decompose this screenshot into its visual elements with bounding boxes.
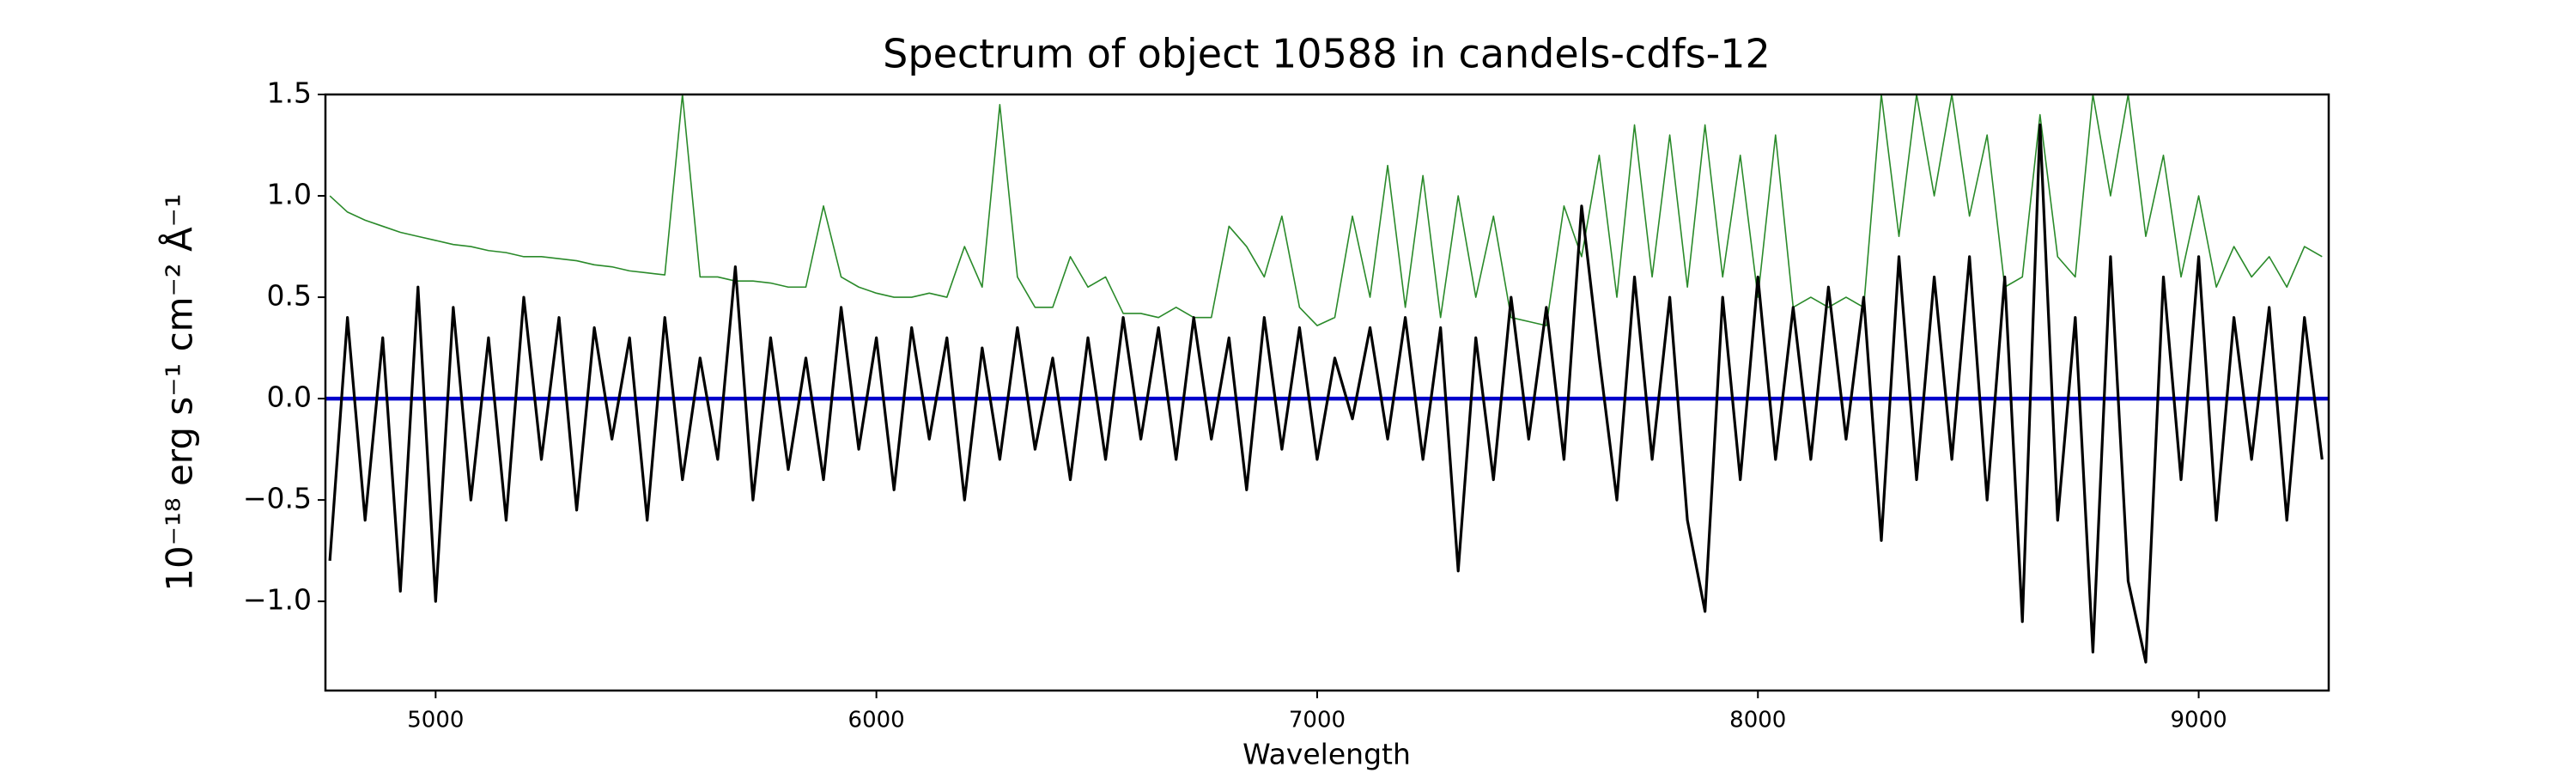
plot-frame [324,93,2330,692]
y-axis-label: 10⁻¹⁸ erg s⁻¹ cm⁻² Å⁻¹ [158,193,201,591]
y-tick-label: 0.5 [267,279,312,313]
x-axis-label: Wavelength [1242,738,1411,771]
spectrum-line [328,123,2324,664]
y-tick-label: −0.5 [243,482,312,515]
y-tick-label: 0.0 [267,380,312,414]
x-tick-label: 6000 [848,708,905,733]
x-tick-label: 7000 [1289,708,1346,733]
x-tick-label: 8000 [1729,708,1786,733]
y-tick-label: −1.0 [243,583,312,617]
chart-title: Spectrum of object 10588 in candels-cdfs… [883,31,1771,77]
plot-area [325,94,2329,664]
x-tick-label: 9000 [2170,708,2227,733]
y-tick-label: 1.0 [267,178,312,211]
x-tick-label: 5000 [407,708,464,733]
y-tick-label: 1.5 [267,76,312,110]
spectrum-line [329,94,2323,326]
